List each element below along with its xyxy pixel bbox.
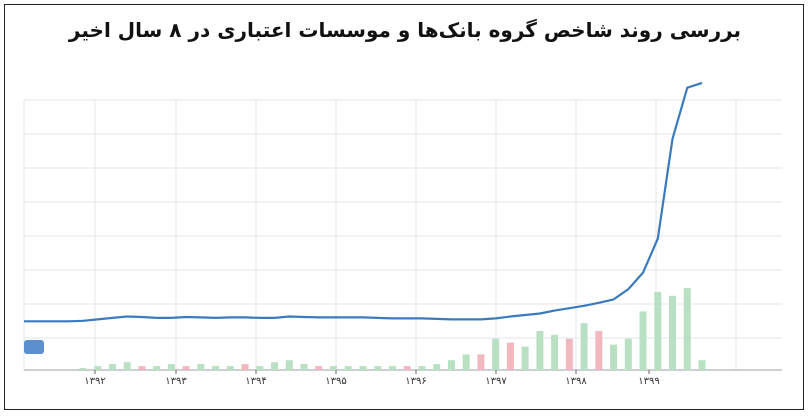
volume-bar	[639, 311, 647, 370]
volume-bar	[300, 364, 308, 370]
cloud-logo-icon	[24, 340, 44, 354]
x-tick-label: ۱۳۹۶	[405, 376, 426, 387]
volume-bar	[271, 362, 279, 370]
volume-bar	[403, 366, 411, 370]
volume-bar	[669, 295, 677, 370]
volume-bar	[94, 366, 102, 370]
volume-bar	[226, 366, 234, 370]
volume-bar	[344, 366, 352, 370]
chart-title: بررسی روند شاخص گروه بانک‌ها و موسسات اع…	[68, 18, 742, 42]
volume-bar	[123, 362, 131, 370]
volume-bar	[182, 366, 190, 370]
volume-bar	[565, 338, 573, 370]
volume-bar	[447, 360, 455, 370]
volume-bar	[521, 346, 529, 370]
x-tick-label: ۱۳۹۲	[84, 376, 105, 387]
volume-bar	[285, 360, 293, 370]
volume-bar	[388, 366, 396, 370]
volume-bar	[595, 330, 603, 370]
volume-bar	[374, 366, 382, 370]
x-tick-label: ۱۳۹۳	[165, 376, 187, 387]
volume-bar	[330, 366, 338, 370]
volume-bar	[683, 288, 691, 370]
volume-bar	[506, 342, 514, 370]
volume-bar	[462, 354, 470, 370]
volume-bar	[477, 354, 485, 370]
x-tick-label: ۱۳۹۹	[638, 376, 659, 387]
volume-bar	[138, 366, 146, 370]
volume-bar	[359, 366, 367, 370]
volume-bar	[580, 323, 588, 370]
x-tick-label: ۱۳۹۷	[485, 376, 507, 387]
volume-bar	[315, 366, 323, 370]
volume-bar	[167, 364, 175, 370]
volume-bar	[79, 368, 87, 370]
volume-bar	[256, 366, 264, 370]
index-line	[24, 81, 703, 323]
volume-bar	[153, 366, 161, 370]
volume-bar	[212, 366, 220, 370]
volume-bar	[698, 360, 706, 370]
x-tick-label: ۱۳۹۵	[325, 376, 346, 387]
volume-bar	[610, 344, 618, 370]
volume-bar	[654, 291, 662, 370]
volume-bar	[241, 364, 249, 370]
volume-bar	[551, 334, 559, 370]
volume-bar	[108, 364, 116, 370]
volume-bar	[433, 364, 441, 370]
volume-bar	[197, 364, 205, 370]
volume-bar	[536, 330, 544, 370]
x-tick-label: ۱۳۹۴	[245, 376, 266, 387]
volume-bar	[418, 366, 426, 370]
volume-bar	[624, 338, 632, 370]
x-tick-label: ۱۳۹۸	[565, 376, 587, 387]
volume-bar	[492, 338, 500, 370]
